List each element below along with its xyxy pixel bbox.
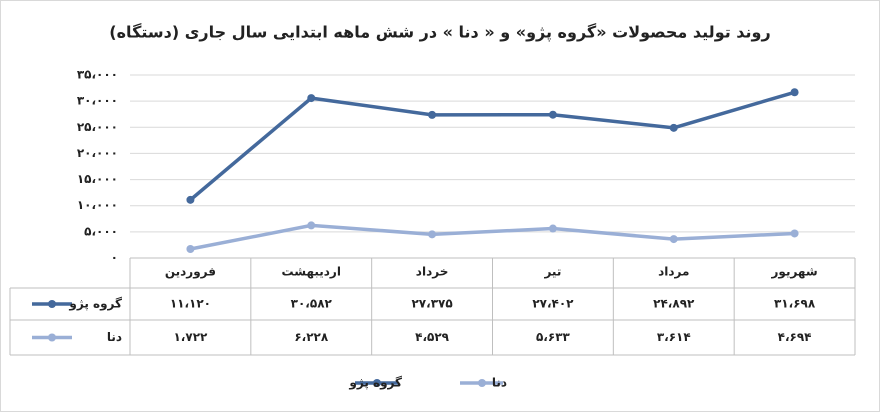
x-tick-label: تیر — [543, 265, 561, 279]
data-label: ۵،۶۳۳ — [536, 330, 571, 344]
y-tick-label: ۳۵،۰۰۰ — [77, 68, 118, 82]
y-tick-label: ۲۵،۰۰۰ — [77, 120, 118, 134]
y-tick-label: ۱۰،۰۰۰ — [77, 198, 118, 212]
legend-marker — [478, 379, 486, 387]
data-label: ۳۱،۶۹۸ — [774, 297, 816, 311]
x-tick-label: مرداد — [658, 265, 689, 279]
data-label: ۴،۵۲۹ — [415, 330, 450, 344]
chart-title: روند تولید محصولات «گروه پژو» و « دنا » … — [109, 23, 770, 43]
data-label: ۲۷،۴۰۲ — [532, 297, 574, 311]
point — [548, 110, 557, 119]
data-label: ۶،۲۲۸ — [294, 330, 329, 344]
data-label: ۲۷،۳۷۵ — [411, 297, 452, 311]
point — [428, 230, 437, 239]
x-tick-label: اردیبهشت — [282, 265, 341, 279]
y-tick-label: ۵،۰۰۰ — [84, 224, 118, 238]
data-label: ۳۰،۵۸۲ — [291, 297, 333, 311]
point — [186, 244, 195, 253]
data-label: ۱۱،۱۲۰ — [170, 297, 211, 311]
y-tick-label: ۲۰،۰۰۰ — [77, 146, 118, 160]
data-label: ۲۴،۸۹۲ — [653, 297, 695, 311]
point — [669, 235, 678, 244]
table-series-name: دنا — [107, 330, 122, 344]
legend-label: دنا — [492, 376, 507, 390]
x-tick-label: شهریور — [771, 265, 818, 280]
data-label: ۴،۶۹۴ — [778, 330, 812, 344]
point — [548, 224, 557, 233]
point — [669, 123, 678, 132]
data-label: ۱،۷۲۲ — [173, 330, 208, 344]
x-tick-label: خرداد — [416, 265, 449, 279]
table-key-marker — [48, 300, 56, 308]
table-key-marker — [48, 333, 56, 342]
point — [307, 94, 316, 103]
point — [428, 110, 437, 119]
point — [186, 195, 195, 204]
point — [790, 88, 799, 97]
x-tick-label: فروردین — [165, 265, 216, 280]
point — [790, 229, 799, 238]
series-line — [189, 90, 796, 202]
legend-label: گروه پژو — [348, 376, 402, 391]
y-tick-label: ۱۵،۰۰۰ — [77, 172, 118, 186]
y-tick-label: ۳۰،۰۰۰ — [77, 94, 118, 108]
point — [307, 221, 316, 230]
legend-marker — [373, 379, 381, 387]
series-line — [190, 223, 795, 251]
y-tick-label: ۰ — [111, 251, 118, 265]
table-series-name: گروه پژو — [68, 297, 122, 312]
data-label: ۳،۶۱۴ — [657, 330, 691, 344]
